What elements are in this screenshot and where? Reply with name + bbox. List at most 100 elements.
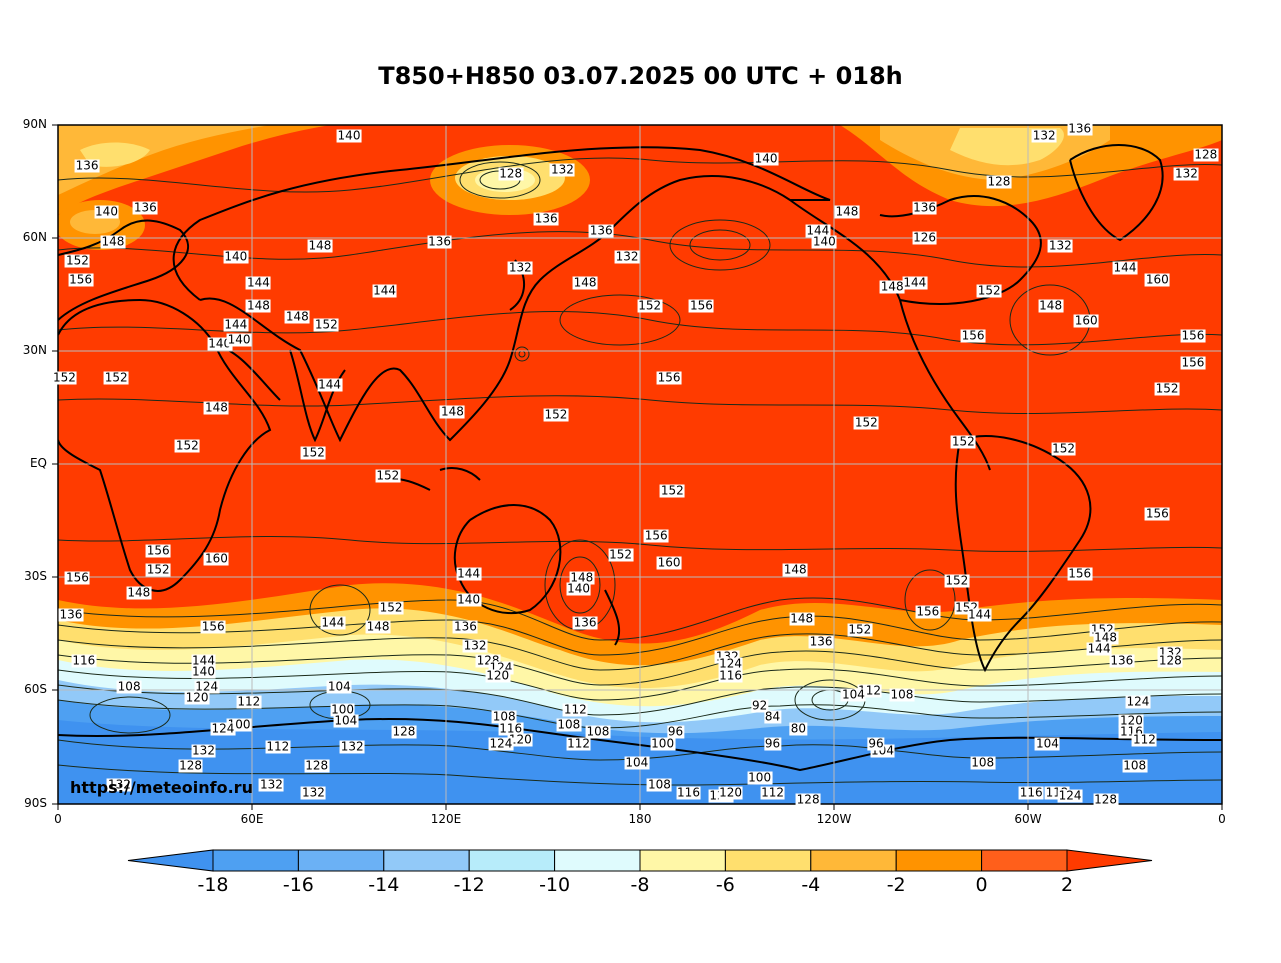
isohypse-label: 148: [307, 238, 333, 253]
isohypse-label: 148: [569, 570, 595, 585]
isohypse-label: 148: [782, 562, 808, 577]
isohypse-label: 120: [1119, 713, 1144, 728]
isohypse-label: 156: [1067, 566, 1093, 581]
colorbar-swatch: [554, 849, 641, 872]
axis-ticks: [52, 124, 1223, 810]
isohypse-label: 116: [1018, 785, 1044, 800]
isohypse-label: 144: [1112, 260, 1138, 275]
isohypse-label: 156: [64, 570, 90, 585]
isohypse-label: 152: [608, 547, 634, 562]
longitude-label: 60E: [240, 812, 264, 826]
isohypse-label: 144: [902, 275, 928, 290]
isohypse-label: 160: [1073, 313, 1099, 328]
isohypse-label: 120: [718, 785, 743, 800]
isohypse-label: 144: [372, 283, 398, 298]
isohypse-label: 152: [1154, 381, 1180, 396]
isohypse-label: 140: [226, 332, 252, 347]
map-title: T850+H850 03.07.2025 00 UTC + 018h: [378, 62, 903, 90]
isohypse-label: 132: [614, 249, 640, 264]
isohypse-label: 144: [246, 275, 271, 290]
isohypse-label: 152: [637, 298, 663, 313]
colorbar-tick-label: -12: [453, 874, 485, 896]
isohypse-label: 116: [676, 785, 701, 800]
isohypse-label: 132: [549, 162, 575, 177]
longitude-label: 0: [54, 812, 62, 826]
isohypse-label: 132: [300, 785, 326, 800]
isohypse-label: 152: [375, 468, 401, 483]
longitude-label: 0: [1218, 812, 1226, 826]
isohypse-label: 140: [753, 151, 779, 166]
latitude-label: EQ: [29, 456, 47, 470]
isohypse-label: 140: [94, 204, 119, 219]
isohypse-label: 112: [265, 739, 291, 754]
isohypse-label: 152: [543, 407, 569, 422]
isohypse-label: 152: [378, 600, 404, 615]
longitude-label: 120E: [430, 812, 462, 826]
isohypse-label: 116: [71, 653, 97, 668]
isohypse-label: 96: [763, 736, 782, 751]
isohypse-label: 108: [556, 717, 582, 732]
isohypse-label: 148: [365, 619, 391, 634]
isohypse-label: 152: [659, 483, 685, 498]
colorbar-swatch: [639, 849, 726, 872]
isohypse-label: 156: [68, 272, 94, 287]
isohypse-label: 116: [498, 721, 524, 736]
colorbar-tick-label: -16: [282, 874, 314, 896]
graticule: [58, 125, 1222, 804]
latitude-label: 90N: [22, 117, 47, 131]
isohypse-label: 148: [100, 234, 126, 249]
colorbar-swatch: [981, 849, 1068, 872]
isohypse-label: 140: [336, 128, 362, 143]
isohypse-label: 136: [132, 200, 158, 215]
isohypse-label: 136: [533, 211, 559, 226]
isohypse-label: 80: [789, 721, 808, 736]
isohypse-label: 108: [491, 709, 517, 724]
isohypse-label: 128: [304, 758, 330, 773]
isohypse-label: 132: [507, 260, 533, 275]
isohypse-label: 124: [718, 656, 743, 671]
isohypse-label: 128: [986, 174, 1012, 189]
latitude-label: 30N: [22, 343, 47, 357]
isohypse-label: 140: [566, 581, 592, 596]
isohypse-label: 128: [795, 792, 821, 807]
isohypse-label: 156: [915, 604, 941, 619]
isohypse-label: 128: [1093, 792, 1119, 807]
isohypse-label: 144: [223, 317, 249, 332]
colorbar-tick-label: -6: [715, 874, 735, 896]
isohypse-label: 156: [643, 528, 669, 543]
isohypse-label: 144: [317, 377, 343, 392]
isohypse-label: 152: [103, 370, 129, 385]
isohypse-label: 144: [805, 223, 831, 238]
latitude-label: 30S: [24, 569, 47, 583]
colorbar-extend-low: [127, 849, 214, 872]
isohypse-label: 96: [867, 736, 885, 751]
isohypse-label: 116: [718, 668, 743, 683]
isohypse-label: 148: [572, 275, 598, 290]
watermark-url: https://meteoinfo.ru: [70, 778, 253, 797]
colorbar-swatch: [297, 849, 385, 872]
isohypse-label: 108: [585, 724, 611, 739]
isohypse-label: 148: [440, 404, 465, 419]
isohypse-label: 124: [488, 736, 514, 751]
isohypse-label: 152: [145, 562, 171, 577]
isohypse-label: 104: [333, 713, 359, 728]
isohypse-label: 136: [58, 607, 84, 622]
isohypse-label: 104: [624, 755, 650, 769]
isohypse-label: 136: [452, 619, 478, 634]
isohypse-label: 132: [258, 777, 284, 792]
isohypse-label: 124: [1125, 694, 1151, 709]
isohypse-label: 132: [106, 777, 132, 792]
isohypse-label: 140: [223, 249, 249, 264]
isohypse-label: 144: [456, 566, 482, 581]
isohypse-label: 156: [688, 298, 714, 313]
isohypse-label: 156: [200, 619, 226, 634]
isohypse-label: 120: [507, 732, 533, 747]
isohypse-label: 156: [145, 543, 171, 558]
colorbar-tick-label: -2: [886, 874, 906, 896]
isohypse-label: 128: [1157, 653, 1183, 668]
isohypse-label: 136: [808, 634, 834, 649]
isohypse-label: 92: [750, 698, 769, 713]
isohypse-label: 128: [178, 758, 204, 773]
isohypse-label: 144: [1086, 641, 1112, 656]
colorbar-swatch: [895, 849, 983, 872]
